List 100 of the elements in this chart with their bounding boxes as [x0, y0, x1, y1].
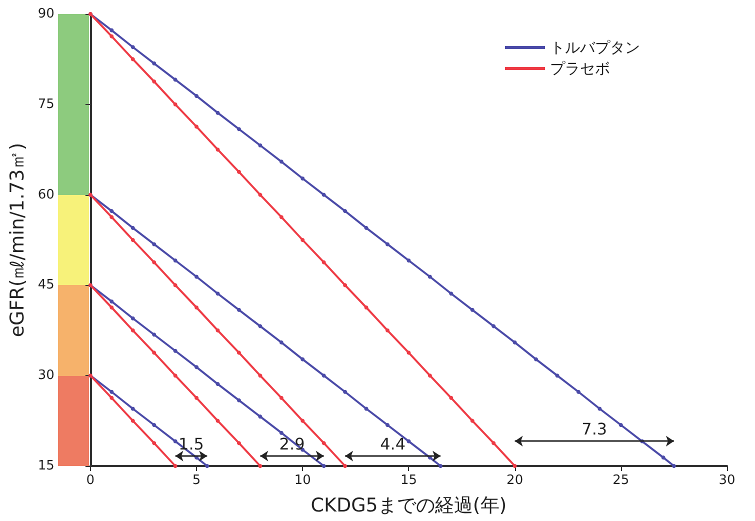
point — [194, 124, 199, 129]
y-tick-label: 15 — [38, 458, 54, 474]
point — [216, 382, 220, 386]
point — [279, 215, 284, 220]
point — [618, 423, 623, 428]
point — [300, 357, 305, 362]
point — [173, 78, 178, 82]
point — [449, 396, 454, 400]
y-axis-title: eGFR(㎖/min/1.73㎡) — [6, 142, 28, 338]
point — [236, 441, 241, 446]
point — [534, 357, 538, 362]
point — [406, 439, 411, 444]
point — [300, 176, 305, 181]
x-tick-label: 15 — [400, 473, 417, 488]
annotation: 1.5 — [178, 434, 204, 454]
y-tick-label: 75 — [38, 96, 54, 112]
point — [130, 418, 135, 423]
point — [152, 332, 156, 337]
point — [152, 441, 156, 446]
y-tick-label: 45 — [38, 278, 54, 293]
x-tick-label: 20 — [506, 473, 524, 488]
point — [322, 441, 326, 446]
point — [110, 28, 114, 32]
point — [322, 374, 326, 378]
line-series — [88, 192, 348, 468]
point — [512, 464, 517, 468]
point — [258, 192, 262, 197]
point — [386, 328, 390, 332]
point — [173, 258, 178, 262]
point — [322, 192, 326, 197]
point — [236, 398, 241, 402]
y-tick-label: 60 — [38, 187, 54, 202]
point — [364, 226, 368, 230]
y-tick-label: 30 — [38, 368, 54, 384]
point — [110, 390, 114, 394]
legend-label: トルバプタン — [550, 38, 640, 56]
point — [152, 61, 156, 66]
point — [110, 209, 114, 214]
point — [152, 423, 156, 428]
point — [130, 406, 135, 411]
point — [173, 374, 178, 378]
point — [205, 464, 210, 468]
point — [236, 127, 241, 132]
point — [173, 464, 178, 468]
x-tick-label: 0 — [86, 473, 95, 488]
point — [130, 45, 135, 50]
point — [194, 94, 199, 98]
point — [216, 292, 220, 296]
point — [216, 110, 220, 115]
point — [194, 274, 199, 279]
point — [492, 324, 496, 328]
point — [110, 396, 114, 400]
point — [110, 299, 114, 304]
point — [364, 406, 368, 411]
point — [130, 238, 135, 242]
point — [173, 283, 178, 288]
point — [470, 308, 474, 312]
point — [152, 260, 156, 264]
point — [110, 215, 114, 220]
point — [173, 348, 178, 353]
point — [194, 365, 199, 370]
annotation: 4.4 — [380, 434, 406, 454]
point — [470, 418, 474, 423]
x-tick-label: 10 — [294, 473, 311, 488]
point — [598, 406, 602, 411]
point — [258, 143, 262, 148]
point — [343, 209, 348, 214]
x-tick-label: 25 — [612, 473, 630, 488]
point — [258, 464, 262, 468]
line-series — [88, 283, 262, 468]
point — [576, 390, 580, 394]
point — [386, 242, 390, 246]
point — [300, 238, 305, 242]
point — [236, 350, 241, 355]
point — [258, 374, 262, 378]
point — [661, 456, 666, 460]
annotation: 7.3 — [582, 420, 608, 439]
x-axis-title: CKDG5までの経過(年) — [310, 494, 507, 516]
point — [194, 306, 199, 310]
point — [130, 57, 135, 62]
point — [216, 328, 220, 332]
point — [236, 170, 241, 174]
point — [216, 148, 220, 152]
point — [236, 308, 241, 312]
point — [258, 324, 262, 328]
point — [279, 396, 284, 400]
line-series — [88, 374, 178, 468]
point — [492, 441, 496, 446]
point — [428, 374, 432, 378]
point — [364, 306, 368, 310]
point — [322, 464, 326, 468]
point — [258, 414, 262, 419]
point — [279, 340, 284, 344]
point — [449, 292, 454, 296]
y-tick-label: 90 — [38, 6, 54, 22]
point — [152, 242, 156, 246]
point — [173, 439, 178, 444]
point — [512, 340, 517, 344]
point — [300, 418, 305, 423]
point — [406, 350, 411, 355]
